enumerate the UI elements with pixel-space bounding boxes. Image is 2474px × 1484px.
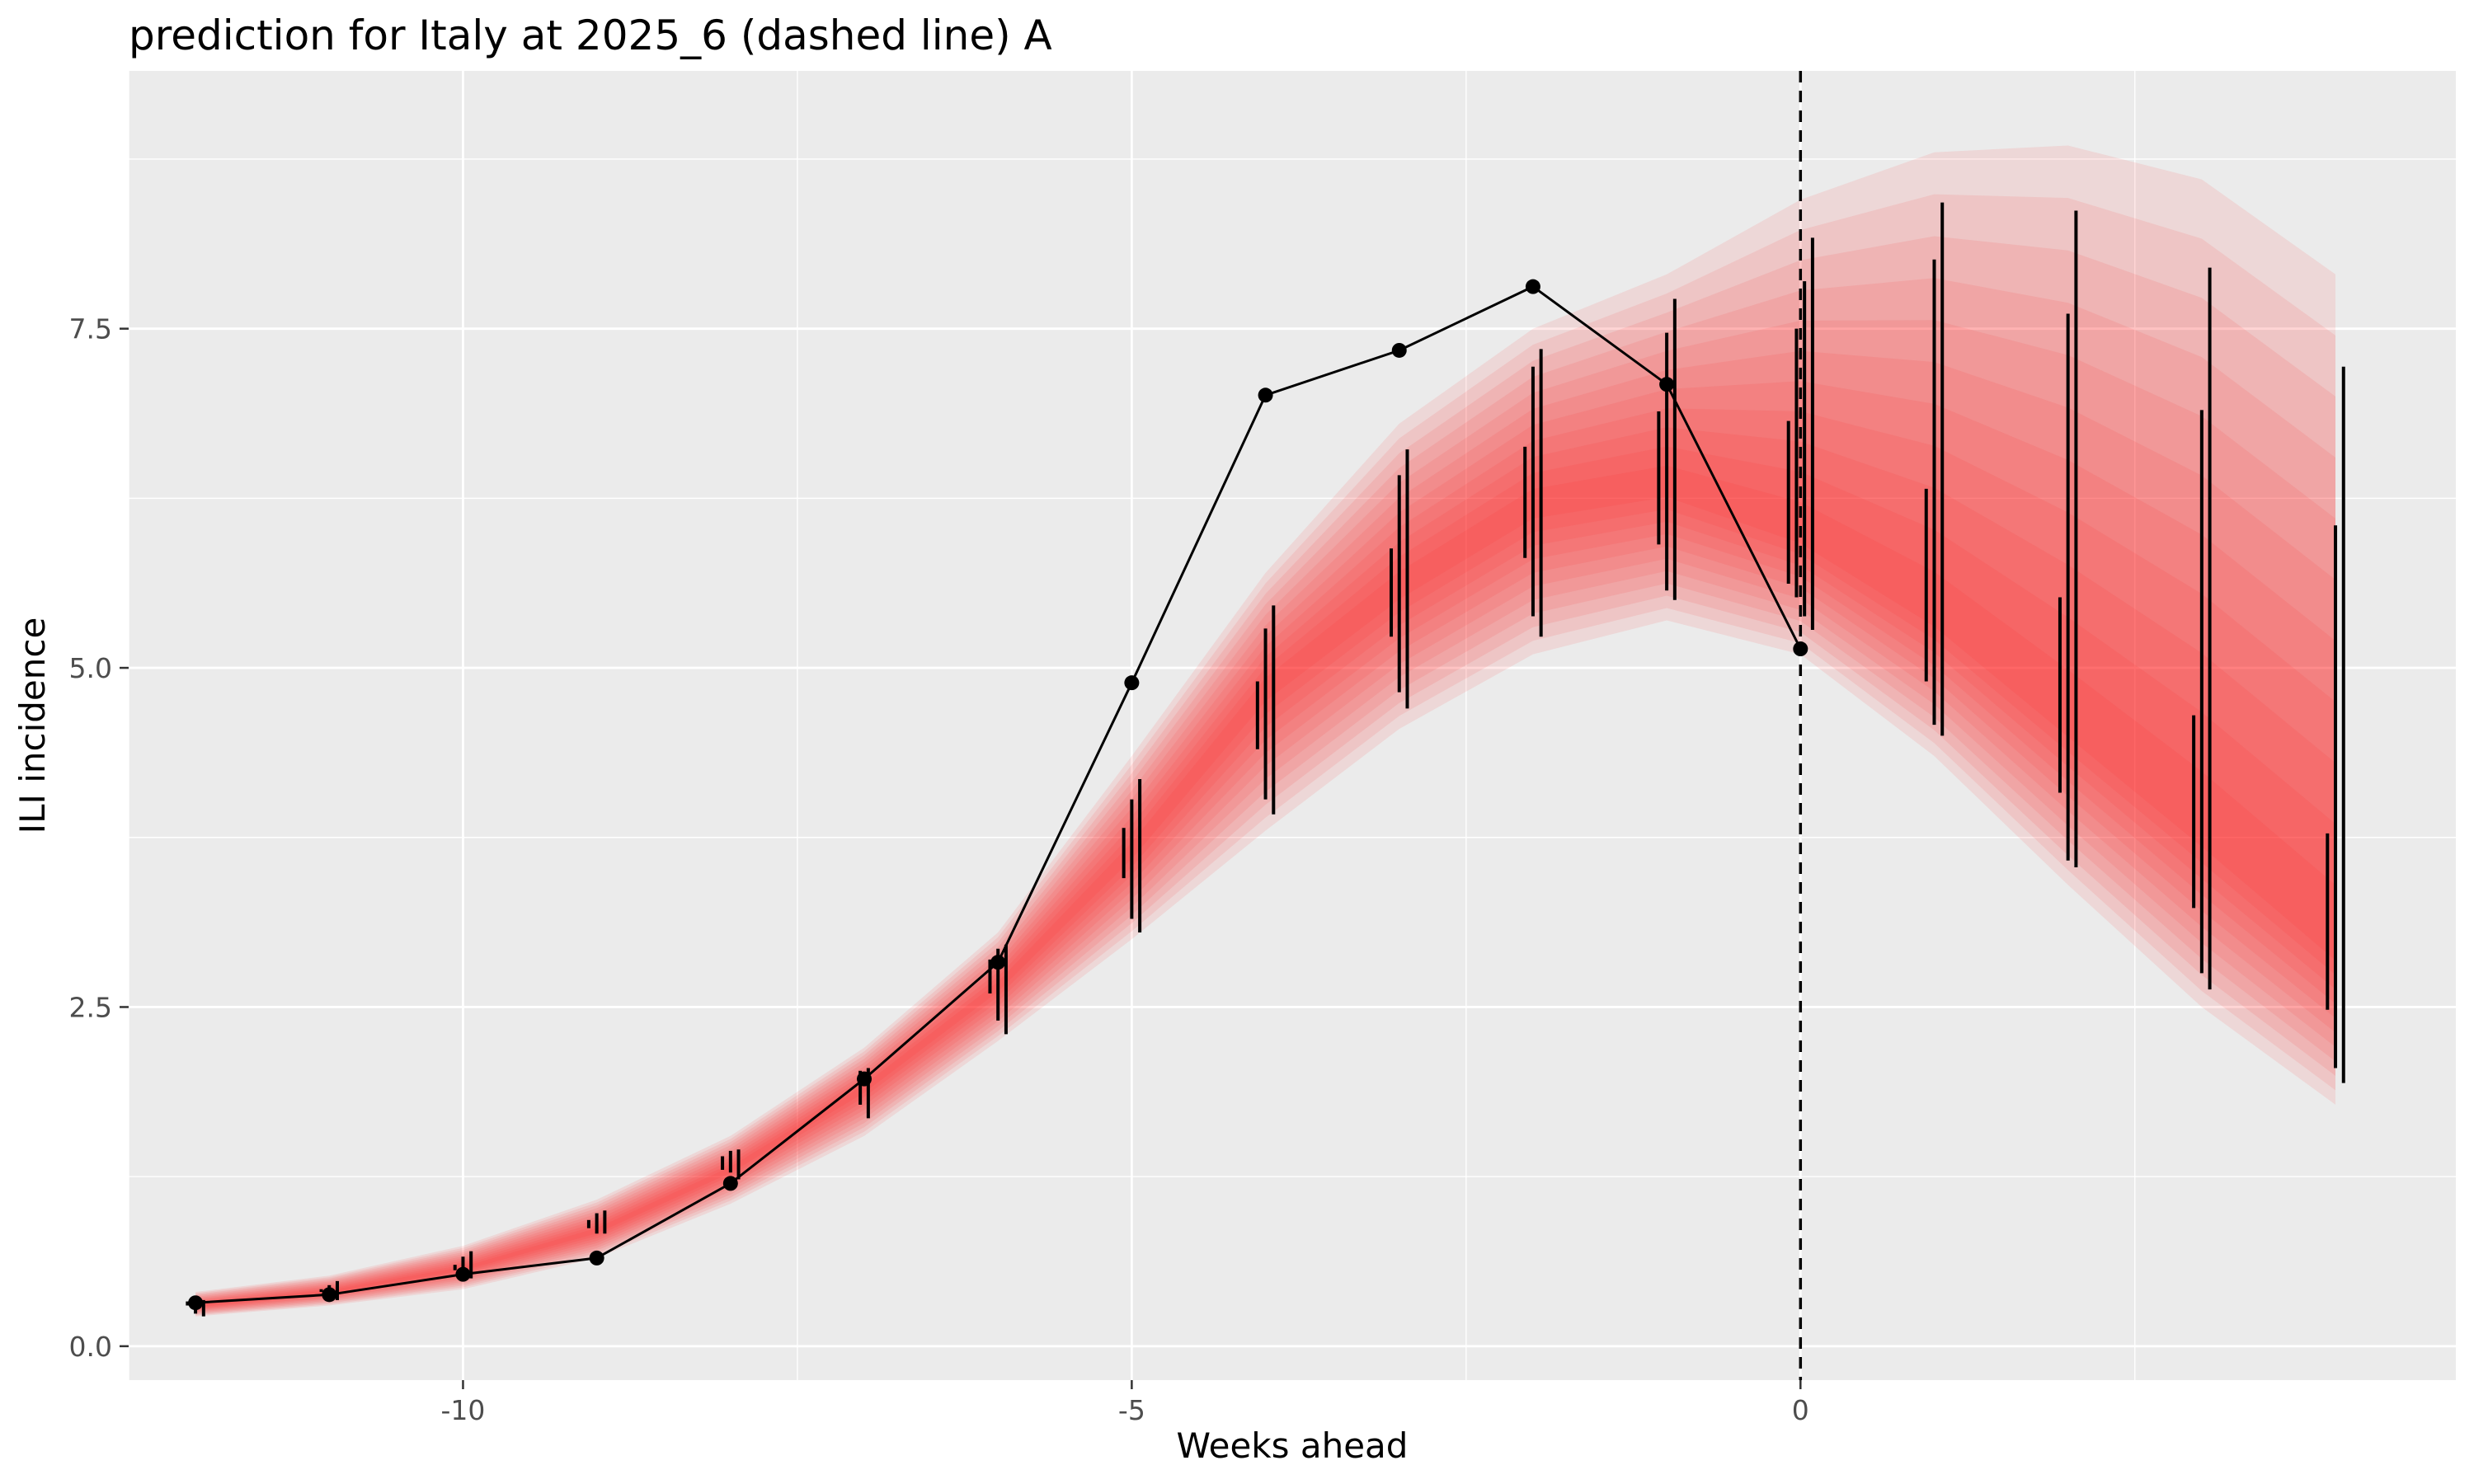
observed-series	[188, 279, 1808, 1311]
observed-point	[1525, 279, 1540, 294]
y-tick-label: 5.0	[69, 652, 112, 684]
y-axis-title: ILI incidence	[12, 618, 53, 834]
y-tick-label: 2.5	[69, 991, 112, 1023]
observed-point	[1659, 377, 1675, 392]
observed-point	[722, 1176, 738, 1191]
observed-point	[455, 1266, 471, 1282]
x-axis-title: Weeks ahead	[1177, 1425, 1409, 1466]
observed-point	[1391, 342, 1407, 358]
y-tick-label: 7.5	[69, 313, 112, 345]
axis-ticks: -10 -5 0 0.0 2.5 5.0 7.5	[69, 313, 1809, 1426]
observed-point	[1258, 387, 1273, 403]
y-tick-label: 0.0	[69, 1331, 112, 1363]
chart-title: prediction for Italy at 2025_6 (dashed l…	[129, 12, 1052, 59]
observed-point	[322, 1287, 337, 1303]
x-tick-label: 0	[1792, 1394, 1809, 1426]
observed-point	[1793, 641, 1808, 657]
x-tick-label: -5	[1118, 1394, 1145, 1426]
observed-point	[1124, 675, 1140, 691]
observed-point	[188, 1295, 204, 1311]
observed-point	[857, 1071, 872, 1087]
x-tick-label: -10	[441, 1394, 486, 1426]
observed-point	[990, 955, 1006, 970]
observed-point	[589, 1250, 604, 1266]
